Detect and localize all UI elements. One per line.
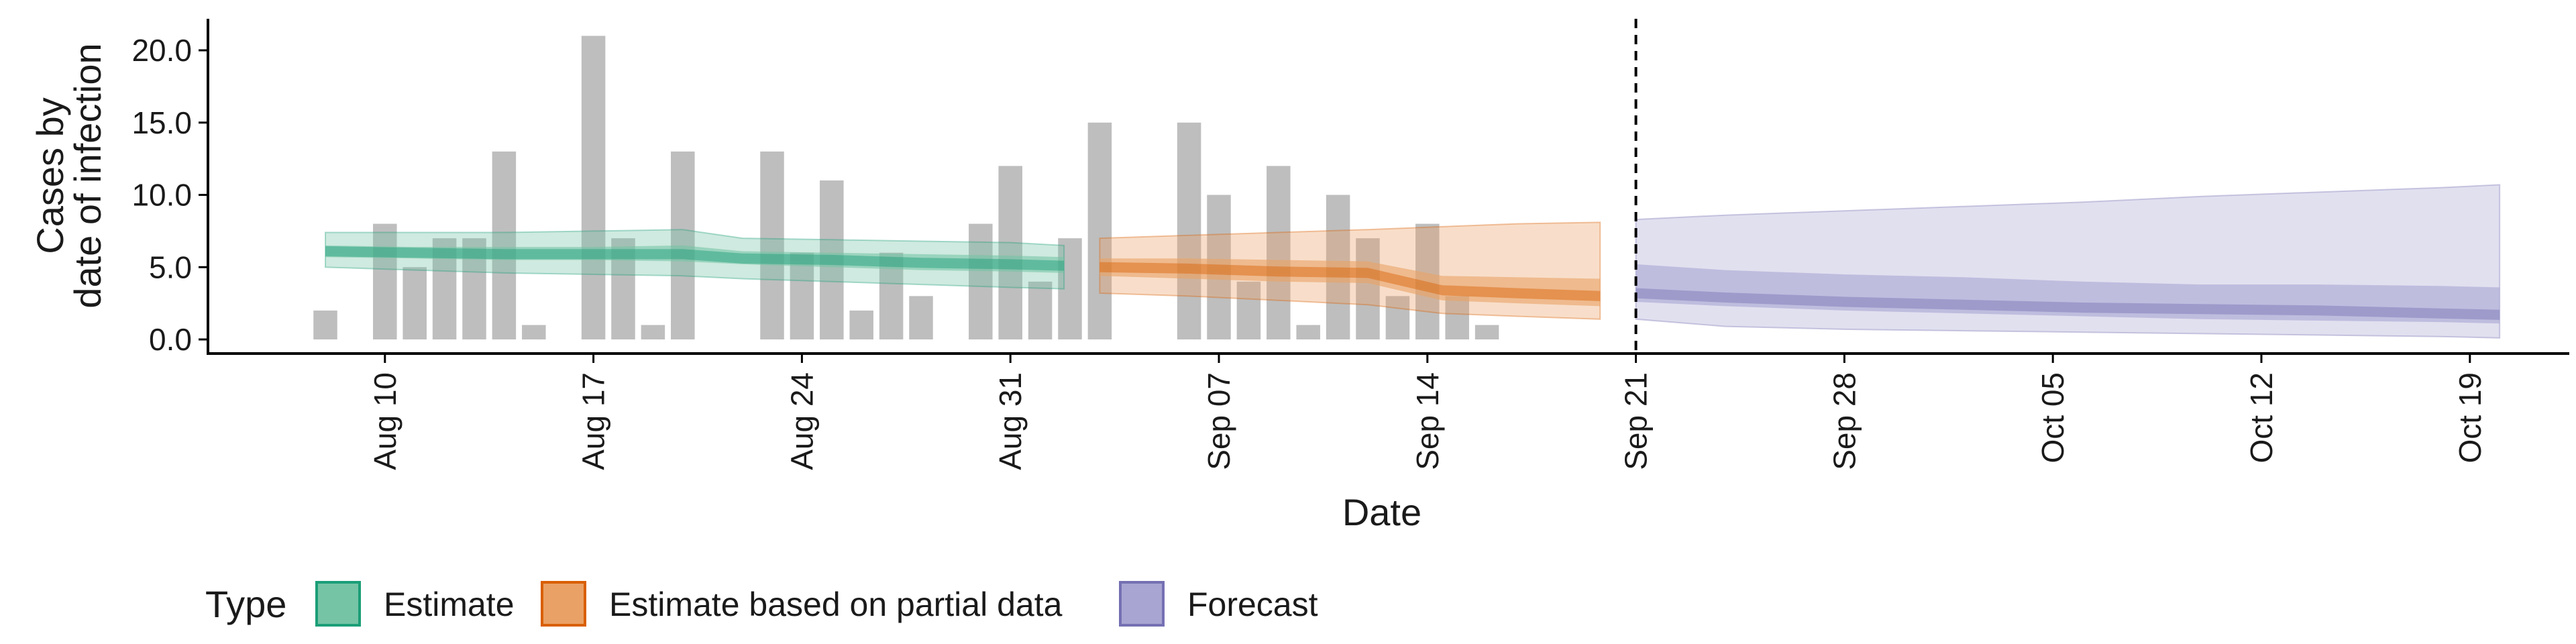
y-axis-title-line-1: Cases by (29, 97, 71, 254)
x-tick-label: Oct 19 (2453, 372, 2487, 464)
legend-item-forecast: Forecast (1119, 581, 1318, 627)
x-tick-label: Sep 07 (1201, 372, 1236, 470)
case-bar (402, 267, 427, 339)
y-tick-label: 20.0 (131, 33, 192, 68)
case-bar (1028, 281, 1053, 339)
inner-band (325, 245, 1065, 273)
series-estimate (325, 229, 1065, 290)
series-forecast (1635, 184, 2501, 339)
legend-label: Estimate (384, 586, 515, 623)
case-bar (373, 223, 397, 339)
case-bar (969, 223, 993, 339)
x-tick-label: Oct 05 (2035, 372, 2070, 464)
legend-label: Estimate based on partial data (609, 586, 1063, 623)
case-bar (909, 296, 933, 339)
x-tick-label: Oct 12 (2244, 372, 2279, 464)
x-tick-label: Aug 10 (368, 372, 402, 470)
case-bar (492, 151, 517, 339)
case-bar (1177, 122, 1201, 339)
case-bar (1474, 325, 1499, 339)
case-bar (1087, 122, 1112, 339)
x-tick-label: Aug 24 (784, 372, 819, 470)
case-bar (1236, 281, 1261, 339)
series-estimate-based-on-partial-data (1099, 221, 1601, 320)
case-bar (760, 151, 784, 339)
case-bar (1267, 166, 1291, 339)
y-tick-label: 10.0 (131, 178, 192, 213)
axes: 0.0 5.0 10.0 15.0 20.0 Aug 10 Aug 17 Aug 24 Aug … (131, 19, 2569, 470)
x-axis-title: Date (1342, 491, 1421, 533)
x-tick-label: Sep 28 (1827, 372, 1862, 470)
case-bar (581, 36, 606, 339)
case-bar (522, 325, 546, 339)
x-tick-label: Aug 31 (993, 372, 1028, 470)
y-tick-label: 0.0 (149, 322, 192, 357)
y-axis-title: Cases by date of infection (29, 43, 109, 308)
legend: Type Estimate Estimate based on partial d… (205, 581, 1318, 627)
inner-band (1635, 264, 2500, 324)
case-bar (1445, 296, 1469, 339)
legend-title: Type (205, 583, 286, 625)
case-bar (790, 252, 814, 339)
legend-swatch (315, 581, 361, 627)
legend-item-estimate-based-on-partial-data: Estimate based on partial data (541, 581, 1063, 627)
legend-swatch (541, 581, 586, 627)
legend-item-estimate: Estimate (315, 581, 515, 627)
case-bar (1058, 238, 1082, 339)
median-band (1635, 288, 2500, 320)
median-band (325, 246, 1065, 271)
plot-area (313, 36, 2501, 339)
case-bar (998, 166, 1022, 339)
case-bar (1385, 296, 1410, 339)
case-bar (849, 310, 873, 339)
y-axis-title-line-2: date of infection (66, 43, 109, 308)
x-tick-label: Sep 14 (1410, 372, 1445, 470)
y-tick-label: 5.0 (149, 250, 192, 284)
median-band (1099, 262, 1601, 301)
case-bar (641, 325, 665, 339)
x-tick-label: Aug 17 (576, 372, 611, 470)
case-bar (1356, 238, 1380, 339)
legend-label: Forecast (1187, 586, 1318, 623)
case-bar (313, 310, 337, 339)
y-tick-label: 15.0 (131, 105, 192, 140)
legend-swatch (1119, 581, 1165, 627)
x-tick-label: Sep 21 (1619, 372, 1654, 470)
case-bar (1296, 325, 1320, 339)
inner-band (1099, 258, 1601, 307)
